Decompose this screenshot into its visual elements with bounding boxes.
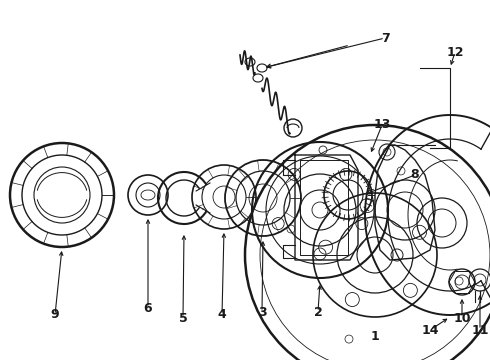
Text: 10: 10 — [453, 311, 471, 324]
Text: 6: 6 — [144, 302, 152, 315]
Text: 2: 2 — [314, 306, 322, 319]
Text: 1: 1 — [370, 330, 379, 343]
Text: 13: 13 — [373, 118, 391, 131]
Text: 12: 12 — [446, 45, 464, 58]
Text: 8: 8 — [411, 168, 419, 181]
Text: 14: 14 — [421, 324, 439, 337]
Text: 9: 9 — [50, 309, 59, 321]
Text: 11: 11 — [471, 324, 489, 337]
Text: 5: 5 — [179, 311, 187, 324]
Text: 4: 4 — [218, 309, 226, 321]
Text: 7: 7 — [381, 31, 390, 45]
Text: 3: 3 — [258, 306, 266, 319]
